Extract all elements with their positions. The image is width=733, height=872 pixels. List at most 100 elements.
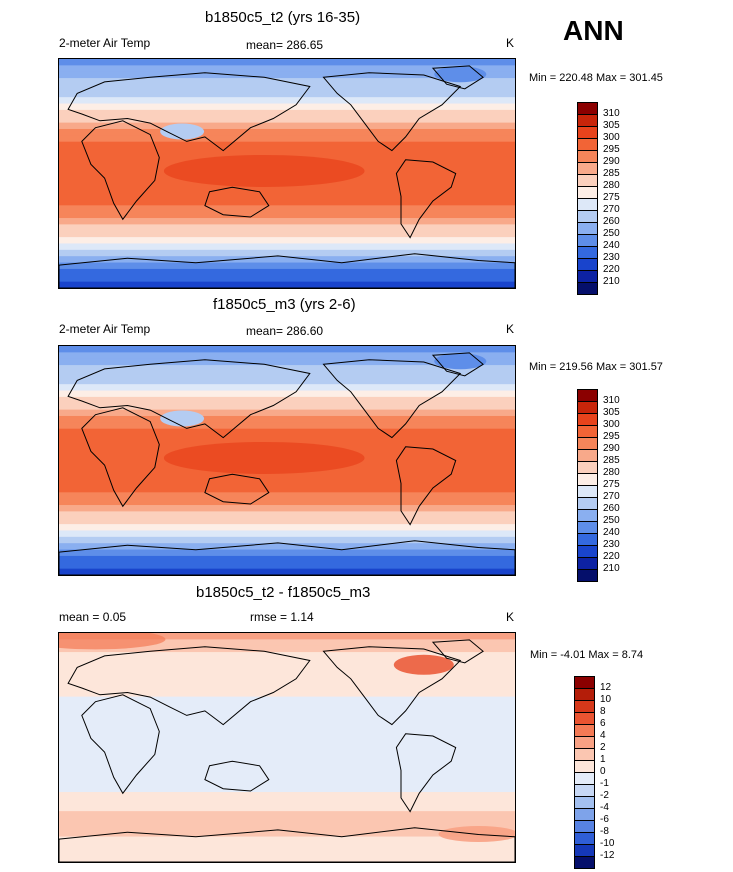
map-latitude-band [59,71,515,79]
panel-3-map-svg [59,633,515,862]
map-latitude-band [59,524,515,532]
map-latitude-band [59,741,515,749]
continent-outline [59,540,515,575]
panel-3-title: b1850c5_t2 - f1850c5_m3 [196,584,371,601]
map-latitude-band [59,135,515,143]
panel-1-units-label: K [506,36,515,50]
continent-outline [322,359,462,439]
map-latitude-band [59,543,515,551]
map-latitude-band [59,536,515,544]
colorbar-tick-label: 310 [603,395,620,406]
colorbar-tick-label: 270 [603,204,620,215]
panel-1-minmax: Min = 220.48 Max = 301.45 [529,72,663,84]
colorbar-tick-label: 280 [603,180,620,191]
map-latitude-band [59,804,515,812]
continent-outline [81,694,160,795]
map-latitude-band [59,205,515,213]
map-latitude-band [59,352,515,360]
map-latitude-band [59,396,515,404]
colorbar-tick-label: -2 [600,790,609,801]
continent-outline [59,253,515,288]
map-latitude-band [59,435,515,443]
colorbar-tick-label: -8 [600,826,609,837]
map-latitude-band [59,84,515,92]
map-latitude-band [59,409,515,417]
colorbar-tick-label: 285 [603,455,620,466]
map-latitude-band [59,275,515,283]
map-latitude-band [59,116,515,124]
map-latitude-band [59,498,515,506]
map-latitude-band [59,262,515,270]
arctic-warm-anomaly [59,633,166,650]
continent-outline [81,120,160,221]
colorbar-tick-label: 4 [600,730,606,741]
map-latitude-band [59,836,515,844]
panel-3-map [58,632,516,863]
continent-outline [81,407,160,508]
map-latitude-band [59,811,515,819]
panel-1-variable-label: 2-meter Air Temp [59,36,151,50]
map-latitude-band [59,511,515,519]
warm-pool-region [163,154,365,187]
map-latitude-band [59,103,515,111]
colorbar-tick-label: 0 [600,766,606,777]
map-latitude-band [59,198,515,206]
map-latitude-band [59,230,515,238]
colorbar-tick-label: 290 [603,443,620,454]
map-latitude-band [59,779,515,787]
tibet-cold-region [160,123,205,140]
panel-3-minmax: Min = -4.01 Max = 8.74 [530,649,644,661]
map-latitude-band [59,473,515,481]
map-latitude-band [59,549,515,557]
map-latitude-band [59,734,515,742]
map-latitude-band [59,664,515,672]
colorbar-tick-label: 240 [603,240,620,251]
map-latitude-band [59,677,515,685]
map-latitude-band [59,97,515,105]
map-latitude-band [59,256,515,264]
map-latitude-band [59,346,515,353]
continent-outline [431,352,484,377]
map-latitude-band [59,830,515,838]
colorbar-tick-label: 1 [600,754,606,765]
continent-outline [322,72,462,152]
panel-2-mean-label: mean= 286.60 [246,324,324,338]
map-latitude-band [59,224,515,232]
colorbar-tick-label: 295 [603,144,620,155]
map-latitude-band [59,390,515,398]
panel-1-map [58,58,516,289]
map-latitude-band [59,90,515,98]
panel-2-map-svg [59,346,515,575]
colorbar-tick-label: 260 [603,216,620,227]
panel-2-map [58,345,516,576]
map-latitude-band [59,568,515,575]
map-latitude-band [59,530,515,538]
colorbar-tick-label: 300 [603,419,620,430]
map-latitude-band [59,772,515,780]
continent-outline [204,473,270,505]
map-latitude-band [59,192,515,200]
colorbar-tick-label: 6 [600,718,606,729]
map-latitude-band [59,639,515,647]
map-latitude-band [59,715,515,723]
map-latitude-band [59,109,515,117]
map-latitude-band [59,696,515,704]
map-latitude-band [59,855,515,862]
map-latitude-band [59,658,515,666]
map-latitude-band [59,747,515,755]
greenland-cold-region [434,353,487,370]
map-latitude-band [59,428,515,436]
colorbar-tick-label: 220 [603,551,620,562]
panel-2-variable-label: 2-meter Air Temp [59,322,151,336]
colorbar-tick-label: 280 [603,467,620,478]
panel-2-units-label: K [506,322,515,336]
colorbar-tick-label: 285 [603,168,620,179]
map-latitude-band [59,249,515,257]
colorbar-tick-label: 305 [603,120,620,131]
map-latitude-band [59,422,515,430]
panel-3-mean-label: mean = 0.05 [59,610,127,624]
colorbar-tick-label: 275 [603,479,620,490]
map-latitude-band [59,479,515,487]
map-latitude-band [59,485,515,493]
colorbar-cell [577,569,598,582]
